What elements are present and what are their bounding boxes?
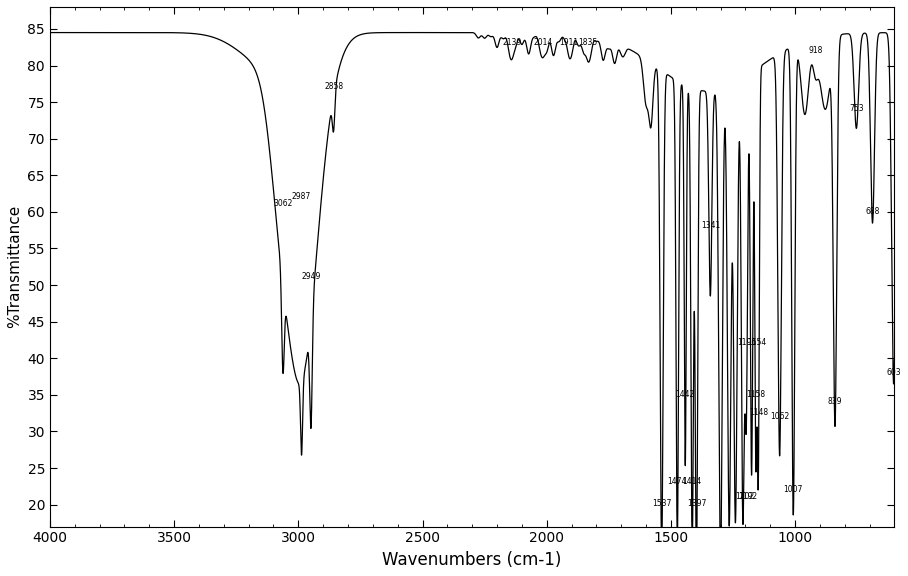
Text: 3062: 3062 (273, 199, 292, 209)
Text: 1397: 1397 (686, 499, 706, 509)
Text: 839: 839 (828, 397, 843, 406)
Text: 753: 753 (849, 104, 864, 113)
Text: 1537: 1537 (652, 499, 671, 509)
Text: 2949: 2949 (301, 272, 321, 282)
Text: 2014: 2014 (534, 38, 553, 47)
Text: 603: 603 (886, 367, 901, 377)
Text: 1192: 1192 (738, 492, 757, 501)
Text: 1835: 1835 (578, 38, 597, 47)
Text: 1341: 1341 (701, 221, 720, 230)
Text: 1196: 1196 (736, 338, 756, 347)
Text: 1062: 1062 (770, 411, 789, 420)
Text: 1148: 1148 (749, 408, 768, 417)
Text: 1474: 1474 (667, 478, 687, 486)
X-axis label: Wavenumbers (cm-1): Wavenumbers (cm-1) (382, 551, 562, 569)
Text: 2858: 2858 (324, 82, 343, 91)
Text: 1154: 1154 (747, 338, 766, 347)
Text: 1911: 1911 (559, 38, 578, 47)
Text: 688: 688 (865, 207, 880, 215)
Text: 2987: 2987 (292, 192, 311, 201)
Text: 2139: 2139 (502, 38, 522, 47)
Text: 1158: 1158 (746, 389, 765, 399)
Text: 1442: 1442 (676, 389, 695, 399)
Text: 1414: 1414 (683, 478, 702, 486)
Text: 1202: 1202 (735, 492, 755, 501)
Text: 918: 918 (808, 46, 823, 55)
Text: 1007: 1007 (784, 484, 803, 494)
Y-axis label: %Transmittance: %Transmittance (7, 205, 22, 328)
